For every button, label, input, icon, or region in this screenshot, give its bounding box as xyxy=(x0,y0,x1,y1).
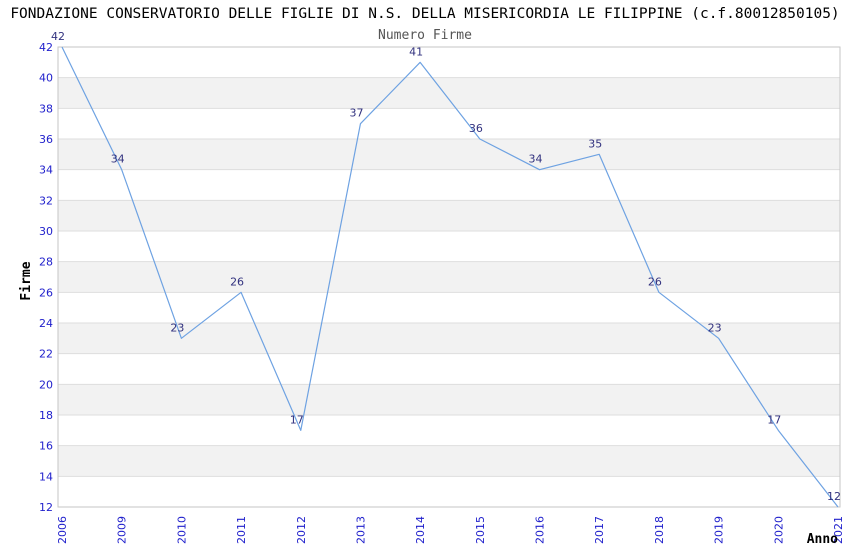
x-tick-label: 2012 xyxy=(295,516,308,544)
data-line xyxy=(61,46,839,508)
grid-band xyxy=(58,139,840,170)
x-tick-label: 2010 xyxy=(175,516,188,544)
chart-subtitle: Numero Firme xyxy=(378,28,472,43)
x-axis-tick-labels: 2006 2009 2010 2011 2012 2013 2014 2015 2016 2017… xyxy=(56,516,845,544)
grid-band xyxy=(58,323,840,354)
grid-band xyxy=(58,261,840,293)
x-tick-label: 2009 xyxy=(116,516,129,544)
y-tick-label: 38 xyxy=(39,102,53,115)
y-axis-title: Firme xyxy=(19,261,34,300)
y-axis-tick-labels: 12 14 16 18 20 22 24 26 28 30 32 34 36 38 40 42 xyxy=(39,41,53,514)
y-tick-label: 20 xyxy=(39,378,53,391)
x-tick-label: 2017 xyxy=(593,516,606,544)
y-tick-label: 14 xyxy=(39,470,53,483)
data-point-labels: 42 34 23 26 17 37 41 36 34 35 26 23 17 12 xyxy=(51,30,841,503)
data-point-label: 42 xyxy=(51,30,65,43)
y-tick-label: 34 xyxy=(39,164,53,177)
grid-band xyxy=(58,384,840,415)
grid-band xyxy=(58,77,840,109)
x-tick-label: 2013 xyxy=(354,516,367,544)
data-point-label: 41 xyxy=(409,45,423,58)
data-point-label: 12 xyxy=(827,490,841,503)
y-tick-label: 42 xyxy=(39,41,53,54)
y-tick-label: 22 xyxy=(39,348,53,361)
y-tick-label: 28 xyxy=(39,256,53,269)
x-tick-label: 2020 xyxy=(772,516,785,544)
plot-border xyxy=(57,46,841,508)
x-tick-label: 2015 xyxy=(474,516,487,544)
data-point-label: 34 xyxy=(111,153,125,166)
data-point-label: 35 xyxy=(588,137,602,150)
x-tick-label: 2016 xyxy=(534,516,547,544)
gridlines xyxy=(58,46,840,508)
x-tick-label: 2014 xyxy=(414,516,427,544)
y-tick-label: 24 xyxy=(39,317,53,330)
y-tick-label: 12 xyxy=(39,501,53,514)
grid-band xyxy=(58,445,840,477)
y-tick-label: 26 xyxy=(39,286,53,299)
data-point-label: 26 xyxy=(230,275,244,288)
grid-band xyxy=(58,200,840,231)
data-series xyxy=(61,46,839,508)
x-tick-label: 2018 xyxy=(653,516,666,544)
y-tick-label: 32 xyxy=(39,194,53,207)
y-tick-label: 30 xyxy=(39,225,53,238)
y-tick-label: 40 xyxy=(39,72,53,85)
x-tick-label: 2019 xyxy=(713,516,726,544)
chart-title: FONDAZIONE CONSERVATORIO DELLE FIGLIE DI… xyxy=(10,6,840,22)
y-tick-label: 36 xyxy=(39,133,53,146)
y-tick-label: 18 xyxy=(39,409,53,422)
grid-bands xyxy=(58,77,840,477)
data-point-label: 17 xyxy=(290,413,304,426)
x-tick-label: 2021 xyxy=(832,516,845,544)
data-point-label: 36 xyxy=(469,122,483,135)
y-tick-label: 16 xyxy=(39,440,53,453)
data-point-label: 17 xyxy=(767,413,781,426)
data-point-label: 34 xyxy=(529,153,543,166)
data-point-label: 23 xyxy=(708,321,722,334)
x-axis-title: Anno xyxy=(807,532,838,547)
data-point-label: 26 xyxy=(648,275,662,288)
x-tick-label: 2011 xyxy=(235,516,248,544)
data-point-label: 37 xyxy=(349,107,363,120)
x-tick-label: 2006 xyxy=(56,516,69,544)
data-point-label: 23 xyxy=(170,321,184,334)
